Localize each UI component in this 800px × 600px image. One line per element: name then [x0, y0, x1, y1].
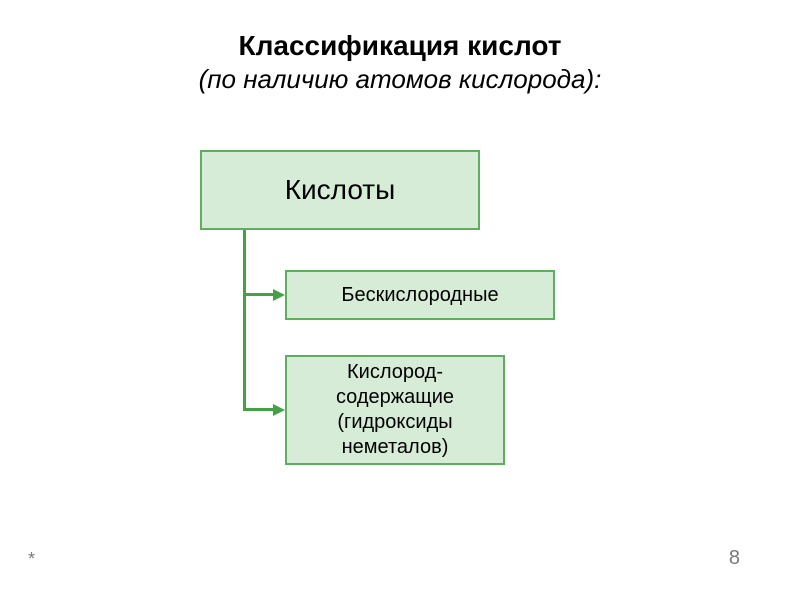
connector-trunk: [243, 230, 246, 410]
footer-left: *: [28, 549, 35, 570]
slide: Классификация кислот (по наличию атомов …: [0, 0, 800, 600]
node-child-2-label: Кислород- содержащие (гидроксиды неметал…: [336, 360, 454, 460]
arrow-icon-2: [273, 404, 285, 416]
connector-branch-2: [243, 408, 273, 411]
node-child-2: Кислород- содержащие (гидроксиды неметал…: [285, 355, 505, 465]
arrow-icon-1: [273, 289, 285, 301]
page-number: 8: [729, 547, 740, 570]
title-main: Классификация кислот: [0, 30, 800, 62]
title-block: Классификация кислот (по наличию атомов …: [0, 30, 800, 95]
node-root: Кислоты: [200, 150, 480, 230]
node-child-1: Бескислородные: [285, 270, 555, 320]
connector-branch-1: [243, 293, 273, 296]
title-sub: (по наличию атомов кислорода):: [0, 64, 800, 95]
